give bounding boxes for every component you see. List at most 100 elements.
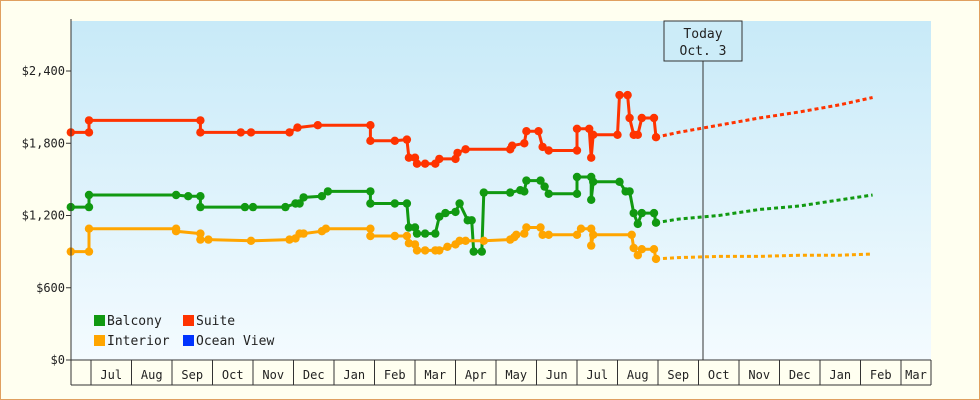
forecast-line (655, 193, 873, 225)
x-tick-label: Aug (627, 368, 649, 382)
data-point (572, 230, 582, 239)
data-point (366, 136, 375, 145)
x-tick-label: Jan (343, 368, 365, 382)
data-point (402, 199, 412, 208)
data-point (435, 212, 444, 221)
data-point (572, 189, 582, 198)
data-point (615, 90, 624, 100)
data-point (512, 230, 521, 239)
data-point (453, 148, 462, 158)
legend: Balcony Suite Interior Ocean View (94, 314, 274, 349)
data-point (623, 90, 632, 100)
data-point (587, 153, 596, 162)
x-tick-label: Mar (905, 368, 927, 382)
data-point (629, 208, 638, 218)
data-point (534, 127, 543, 136)
series-layer (66, 90, 873, 264)
data-point (522, 127, 531, 136)
data-point (637, 245, 646, 254)
x-tick-label: Oct (708, 368, 730, 382)
data-point (295, 199, 304, 208)
data-point (293, 123, 302, 132)
data-point (435, 246, 444, 255)
data-point (467, 216, 476, 225)
data-point (538, 142, 547, 152)
data-point (420, 229, 430, 238)
data-point (184, 192, 193, 201)
data-point (629, 243, 638, 253)
data-point (248, 202, 258, 212)
data-point (536, 223, 545, 232)
data-point (589, 130, 598, 139)
legend-swatch (183, 315, 194, 326)
data-point (536, 176, 545, 185)
data-point (572, 146, 582, 155)
legend-item-ocean-view: Ocean View (183, 334, 274, 349)
plot-area (71, 21, 931, 360)
data-point (633, 130, 642, 139)
today-date: Oct. 3 (680, 44, 727, 59)
data-point (84, 190, 94, 200)
y-tick-label: $0 (51, 353, 65, 367)
x-tick-label: Dec (789, 368, 811, 382)
x-tick-label: Jul (586, 368, 608, 382)
data-point (420, 246, 430, 255)
forecast-line (655, 252, 873, 261)
y-tick-label: $1,200 (22, 209, 65, 223)
data-point (587, 241, 596, 250)
data-point (246, 128, 256, 137)
data-point (613, 130, 622, 139)
data-point (412, 229, 422, 238)
legend-item-balcony: Balcony (94, 314, 162, 329)
data-point (637, 208, 646, 218)
data-point (196, 128, 205, 137)
data-point (479, 188, 488, 197)
x-tick-label: Feb (384, 368, 406, 382)
y-tick-label: $600 (36, 281, 65, 295)
data-point (477, 247, 486, 256)
data-point (323, 187, 333, 196)
data-point (522, 223, 531, 232)
x-tick-label: Jun (546, 368, 568, 382)
data-point (625, 187, 634, 196)
data-point (281, 202, 290, 212)
data-point (366, 121, 375, 130)
x-tick-label: Nov (262, 368, 284, 382)
data-point (317, 192, 327, 201)
data-point (522, 176, 531, 185)
data-point (431, 229, 440, 238)
legend-item-interior: Interior (94, 334, 170, 349)
data-point (506, 188, 515, 197)
data-point (390, 199, 399, 208)
data-point (402, 135, 412, 144)
data-point (461, 145, 470, 154)
data-point (585, 124, 594, 133)
x-tick-label: Jul (100, 368, 122, 382)
data-point (299, 229, 308, 238)
data-point (625, 113, 634, 123)
data-point (404, 153, 414, 162)
data-point (366, 187, 375, 196)
data-point (572, 124, 582, 133)
legend-swatch (94, 335, 105, 346)
data-point (412, 159, 422, 168)
today-marker: Today Oct. 3 (663, 20, 743, 360)
data-point (84, 116, 94, 125)
data-point (196, 116, 205, 125)
data-point (84, 224, 94, 233)
x-tick-label: Aug (141, 368, 163, 382)
axes-layer: $0 $600 $1,200 $1,800 $2,400 Jul Aug Sep Oct Nov D… (22, 19, 932, 386)
data-point (649, 245, 659, 254)
series-suite (66, 90, 873, 168)
data-point (285, 128, 294, 137)
today-label: Today (683, 27, 722, 42)
data-point (313, 121, 322, 130)
data-point (589, 230, 598, 239)
legend-item-suite: Suite (183, 314, 235, 329)
legend-label: Balcony (107, 314, 162, 329)
x-tick-label: Oct (222, 368, 244, 382)
data-point (589, 177, 598, 186)
legend-swatch (94, 315, 105, 326)
